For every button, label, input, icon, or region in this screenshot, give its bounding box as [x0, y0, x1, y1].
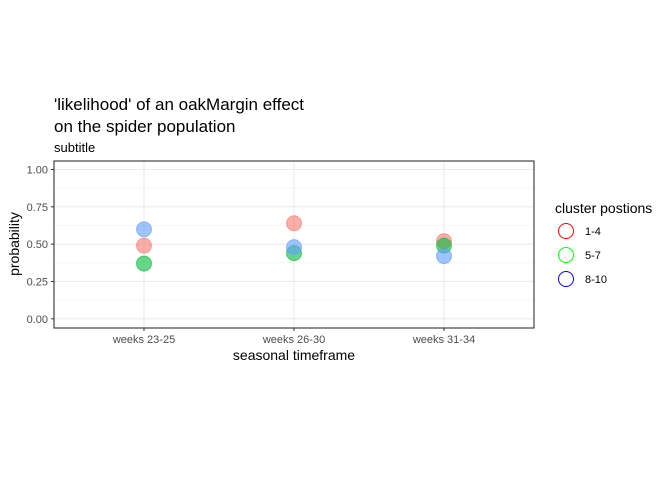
y-tick-label: 0.00 — [27, 314, 48, 326]
chart-title-line-2: on the spider population — [54, 117, 235, 136]
x-axis-title: seasonal timeframe — [233, 347, 355, 363]
x-tick-label: weeks 26-30 — [262, 334, 325, 346]
legend-label: 1-4 — [585, 226, 601, 238]
panel-border — [53, 160, 535, 329]
y-axis-title: probability — [6, 212, 22, 276]
legend: cluster postions 1-4 5-7 8-10 — [555, 200, 652, 287]
legend-label: 8-10 — [585, 274, 607, 286]
legend-title: cluster postions — [555, 200, 652, 216]
data-point-8-10 — [436, 248, 452, 265]
plot-area: 0.00 0.25 0.50 0.75 1.00 weeks 23-25 weeks 26-… — [27, 160, 535, 346]
data-point-1-4 — [136, 237, 152, 254]
legend-key-8-10 — [558, 271, 574, 287]
x-tick-label: weeks 31-34 — [412, 334, 475, 346]
legend-key-1-4 — [558, 223, 574, 239]
data-point-8-10 — [136, 221, 152, 238]
y-tick-label: 0.75 — [27, 202, 48, 214]
legend-key-5-7 — [558, 247, 574, 263]
x-tick-label: weeks 23-25 — [112, 334, 175, 346]
data-point-5-7 — [136, 255, 152, 272]
chart-subtitle: subtitle — [54, 140, 95, 155]
y-tick-label: 0.25 — [27, 276, 48, 288]
chart-title-line-1: 'likelihood' of an oakMargin effect — [54, 95, 304, 114]
data-point-1-4 — [286, 215, 302, 232]
data-point-8-10 — [286, 239, 302, 256]
y-tick-label: 0.50 — [27, 239, 48, 251]
legend-label: 5-7 — [585, 250, 601, 262]
y-tick-label: 1.00 — [27, 165, 48, 177]
